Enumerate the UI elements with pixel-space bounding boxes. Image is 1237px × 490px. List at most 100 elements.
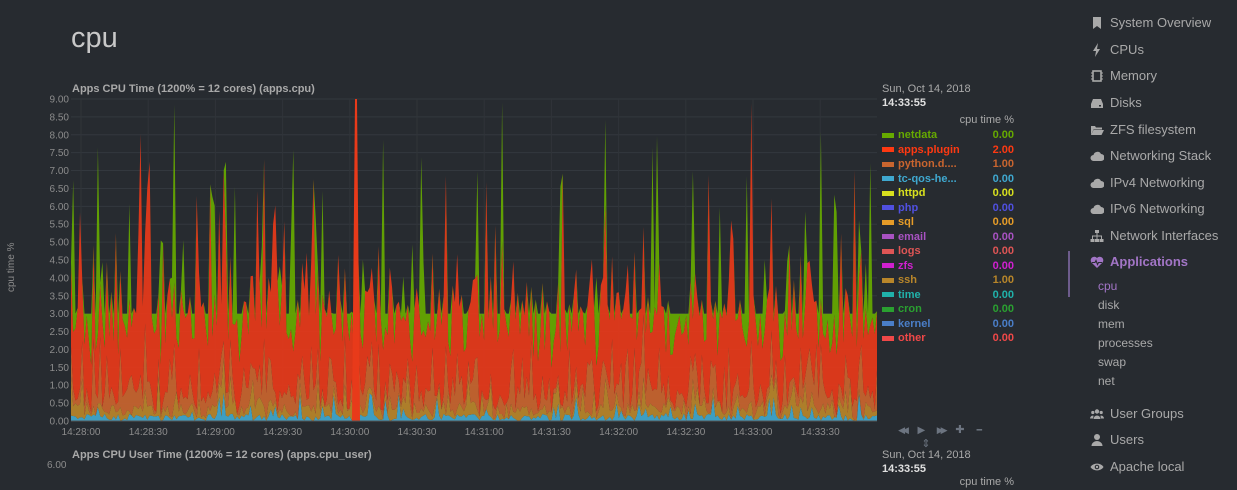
sidebar-item-applications[interactable]: Applications [1090,254,1188,269]
folder-open-icon [1091,125,1104,135]
y-tick-label: 5.00 [50,238,70,249]
series-area-tc [71,392,877,421]
legend-swatch [882,277,894,283]
y-tick-label: 7.00 [50,166,70,177]
legend-value: 0.00 [992,172,1014,185]
legend-item-apps-plugin[interactable]: apps.plugin 2.00 [882,143,1014,158]
bolt-icon [1093,42,1100,57]
eye-icon [1090,463,1104,470]
legend-swatch [882,190,894,196]
sidebar-item-label: System Overview [1110,15,1212,30]
sidebar-item-system-overview[interactable]: System Overview [1090,15,1211,30]
legend-value: 0.00 [992,259,1014,272]
y-tick-label: 6.50 [50,184,70,195]
sidebar-item-ipv6-networking[interactable]: IPv6 Networking [1090,201,1205,216]
legend-value: 0.00 [992,303,1014,316]
y-tick-label: 8.50 [50,112,70,123]
legend-item-ssh[interactable]: ssh 1.00 [882,273,1014,288]
sidebar-item-ipv4-networking[interactable]: IPv4 Networking [1090,175,1205,190]
x-tick-label: 14:30:00 [330,427,369,438]
legend-value: 0.00 [992,187,1014,200]
legend-item-zfs[interactable]: zfs 0.00 [882,259,1014,274]
legend-item-cron[interactable]: cron 0.00 [882,302,1014,317]
legend2-units: cpu time % [959,476,1014,488]
sidebar-subitem-processes[interactable]: processes [1098,336,1153,350]
bookmark-icon [1093,16,1101,29]
sidebar-item-networking-stack[interactable]: Networking Stack [1090,148,1211,163]
user-icon [1091,433,1103,446]
sidebar-item-memory[interactable]: Memory [1090,68,1157,83]
legend-item-other[interactable]: other 0.00 [882,331,1014,346]
sidebar-item-apache-local[interactable]: Apache local [1090,459,1184,474]
legend-value: 0.00 [992,216,1014,229]
forward-button[interactable]: ▶▶ [936,425,948,435]
legend-item-logs[interactable]: logs 0.00 [882,244,1014,259]
legend-name: python.d.... [898,158,957,171]
sidebar-item-network-interfaces[interactable]: Network Interfaces [1090,228,1218,243]
legend-item-netdata[interactable]: netdata 0.00 [882,128,1014,143]
sidebar-item-label: Disks [1110,95,1142,110]
sidebar-item-zfs-filesystem[interactable]: ZFS filesystem [1090,122,1196,137]
zoom-out-button[interactable]: ━ [976,425,983,435]
legend-name: httpd [898,187,926,200]
legend-name: apps.plugin [898,143,960,156]
x-tick-label: 14:31:00 [465,427,504,438]
legend-name: email [898,230,927,243]
legend-swatch [882,321,894,327]
legend-name: cron [898,303,922,316]
legend-swatch [882,263,894,269]
legend-name: zfs [898,259,914,272]
resize-handle[interactable]: ⇕ [921,438,931,450]
y-axis-label: cpu time % [6,242,17,292]
cloud-icon [1090,178,1104,188]
sidebar-item-label: IPv6 Networking [1110,201,1205,216]
y-tick-label: 6.00 [50,202,70,213]
legend-item-time[interactable]: time 0.00 [882,288,1014,303]
legend-item-tc-qos-he-[interactable]: tc-qos-he... 0.00 [882,172,1014,187]
legend-item-sql[interactable]: sql 0.00 [882,215,1014,230]
chart2-ytick-top: 6.00 [47,460,67,471]
legend2-time: 14:33:55 [882,463,927,475]
legend-units: cpu time % [959,114,1014,126]
legend-item-httpd[interactable]: httpd 0.00 [882,186,1014,201]
sidebar-item-disks[interactable]: Disks [1090,95,1142,110]
x-tick-label: 14:32:30 [666,427,705,438]
sidebar-item-label: Networking Stack [1110,148,1212,163]
legend-date: Sun, Oct 14, 2018 [882,83,971,95]
sidebar-subitem-mem[interactable]: mem [1098,317,1125,331]
legend-item-kernel[interactable]: kernel 0.00 [882,317,1014,332]
sidebar-subitem-cpu[interactable]: cpu [1098,279,1118,293]
sidebar-item-users[interactable]: Users [1090,432,1144,447]
zoom-in-button[interactable]: ✚ [955,424,965,436]
legend-item-php[interactable]: php 0.00 [882,201,1014,216]
legend-value: 0.00 [992,230,1014,243]
y-tick-label: 1.00 [50,381,70,392]
sidebar-subitem-swap[interactable]: swap [1098,355,1127,369]
rewind-button[interactable]: ◀◀ [898,425,909,435]
sidebar-item-cpus[interactable]: CPUs [1090,42,1144,57]
legend-time: 14:33:55 [882,97,927,109]
legend-name: time [898,288,921,301]
microchip-icon [1091,69,1103,82]
heartbeat-icon [1090,256,1104,268]
legend-name: logs [898,245,921,258]
sidebar: System Overview CPUs Memory Disks ZFS filesy… [1068,0,1237,483]
legend-item-email[interactable]: email 0.00 [882,230,1014,245]
series-area-netdata [71,102,877,368]
play-button[interactable]: ▶ [917,425,926,436]
y-tick-label: 2.50 [50,327,70,338]
legend-swatch [882,147,894,153]
sidebar-subitem-net[interactable]: net [1098,374,1115,388]
legend-swatch [882,161,894,167]
sidebar-item-label: Users [1110,432,1144,447]
y-tick-label: 0.50 [50,399,70,410]
sidebar-subitem-disk[interactable]: disk [1098,298,1120,312]
users-icon [1090,408,1104,419]
sidebar-item-label: ZFS filesystem [1110,122,1196,137]
sidebar-item-user-groups[interactable]: User Groups [1090,406,1184,421]
series-area-apps [71,103,877,416]
x-tick-label: 14:33:00 [734,427,773,438]
x-tick-label: 14:30:30 [398,427,437,438]
legend-item-python-d-[interactable]: python.d.... 1.00 [882,157,1014,172]
